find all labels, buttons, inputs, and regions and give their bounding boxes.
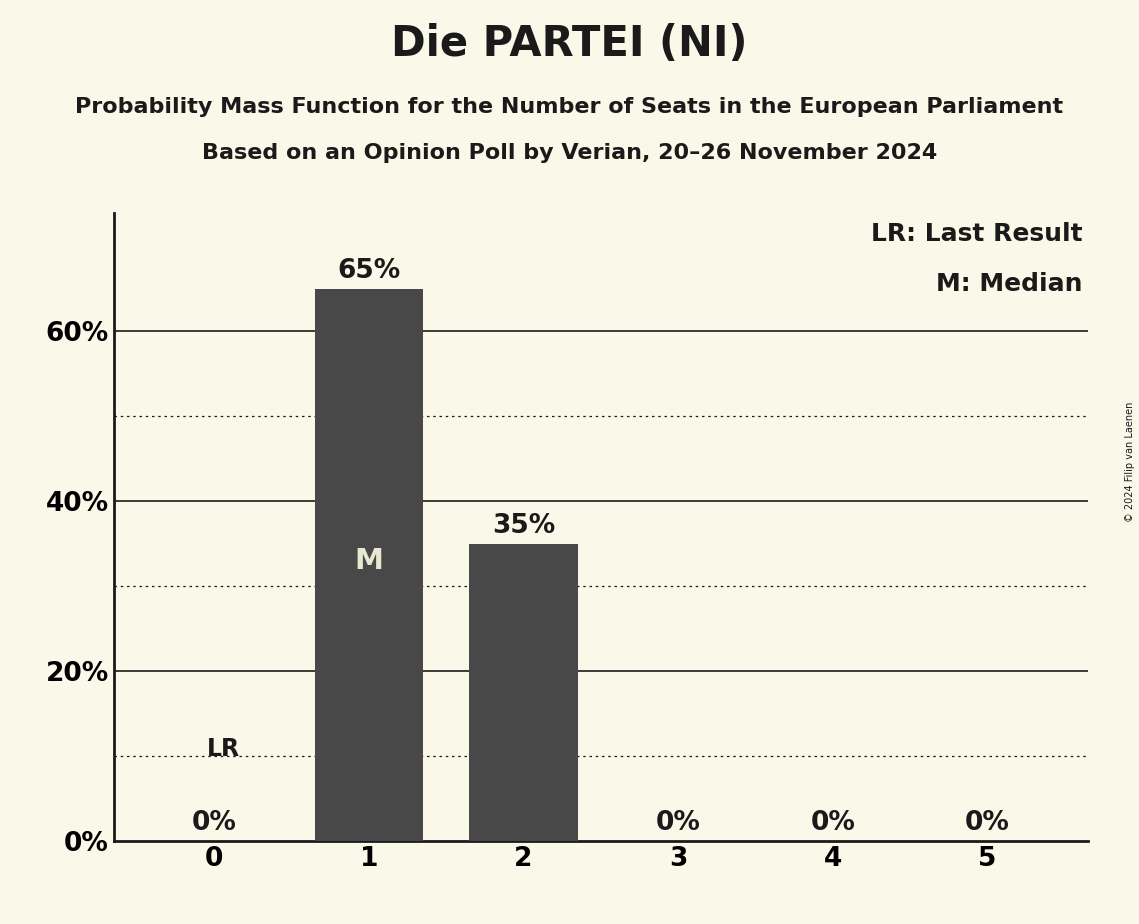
Text: 0%: 0% <box>810 809 855 835</box>
Text: Based on an Opinion Poll by Verian, 20–26 November 2024: Based on an Opinion Poll by Verian, 20–2… <box>202 143 937 164</box>
Text: 65%: 65% <box>337 258 401 284</box>
Text: 0%: 0% <box>656 809 700 835</box>
Text: 35%: 35% <box>492 513 555 539</box>
Text: M: Median: M: Median <box>936 273 1083 297</box>
Text: 0%: 0% <box>965 809 1009 835</box>
Text: LR: LR <box>206 737 240 761</box>
Text: 0%: 0% <box>192 809 237 835</box>
Bar <box>469 543 577 841</box>
Text: M: M <box>354 547 384 575</box>
Text: Die PARTEI (NI): Die PARTEI (NI) <box>392 23 747 65</box>
Text: LR: Last Result: LR: Last Result <box>871 222 1083 246</box>
Text: © 2024 Filip van Laenen: © 2024 Filip van Laenen <box>1125 402 1134 522</box>
Text: Probability Mass Function for the Number of Seats in the European Parliament: Probability Mass Function for the Number… <box>75 97 1064 117</box>
Bar <box>314 289 423 841</box>
